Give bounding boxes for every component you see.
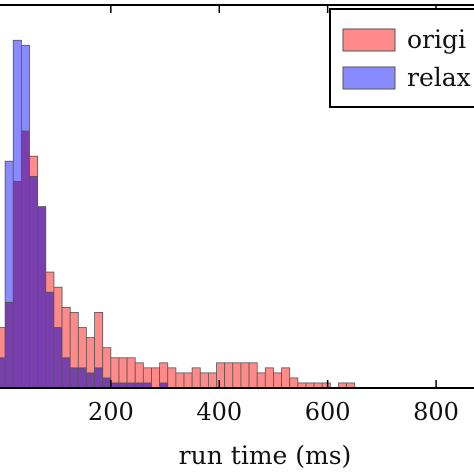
bar-original <box>0 327 6 359</box>
legend-box <box>329 8 474 108</box>
legend-label-original: origi <box>407 25 466 54</box>
bar-overlap <box>29 175 39 389</box>
bar-original <box>281 367 291 389</box>
bar-original <box>159 362 169 384</box>
bar-relaxed <box>4 160 14 303</box>
bar-overlap <box>77 367 87 389</box>
bar-original <box>29 155 39 177</box>
bar-original <box>216 362 226 389</box>
bar-original <box>264 367 274 389</box>
bar-overlap <box>86 372 95 389</box>
bar-original <box>77 327 87 369</box>
x-tick-label: 600 <box>305 398 351 426</box>
bar-original <box>273 372 282 389</box>
bar-original <box>191 367 201 389</box>
bar-original <box>232 362 242 389</box>
legend-swatch-relaxed <box>342 66 396 90</box>
bar-overlap <box>69 367 79 389</box>
bar-relaxed <box>12 39 22 182</box>
bar-overlap <box>20 130 30 389</box>
bar-original <box>45 271 55 293</box>
bar-original <box>126 357 136 384</box>
x-ticks: 200 400 600 800 <box>88 5 459 426</box>
bar-original <box>256 372 266 389</box>
bar-original <box>151 367 161 389</box>
bar-original <box>175 372 185 389</box>
bar-original <box>94 312 104 369</box>
bar-original <box>142 367 152 384</box>
bar-relaxed <box>20 44 30 132</box>
x-tick-label: 200 <box>88 398 134 426</box>
legend-label-relaxed: relax <box>407 63 471 92</box>
bar-original <box>69 312 79 369</box>
bar-overlap <box>12 180 22 389</box>
x-axis-title: run time (ms) <box>179 441 352 470</box>
bar-original <box>86 337 95 374</box>
bar-original <box>207 372 217 389</box>
bar-original <box>240 362 250 389</box>
bar-original <box>167 367 177 389</box>
axes-layer <box>0 4 474 389</box>
bar-original <box>110 357 120 384</box>
bar-overlap <box>53 327 63 389</box>
bar-overlap <box>0 357 6 389</box>
bar-original <box>183 372 193 389</box>
bar-overlap <box>4 301 14 389</box>
bar-original <box>289 377 299 389</box>
bar-overlap <box>102 377 112 389</box>
bar-overlap <box>37 206 47 389</box>
bar-original <box>199 372 209 389</box>
bar-original <box>61 306 71 359</box>
bar-original <box>248 362 258 389</box>
bar-overlap <box>94 367 104 389</box>
bar-original <box>224 362 234 389</box>
bars-layer <box>0 39 356 389</box>
bar-original <box>134 362 144 384</box>
x-tick-label: 800 <box>413 398 459 426</box>
bar-original <box>102 347 112 379</box>
bar-original <box>118 357 128 384</box>
x-tick-label: 400 <box>196 398 242 426</box>
bar-overlap <box>45 291 55 389</box>
bar-original <box>53 286 63 328</box>
legend-swatch-original <box>342 28 396 52</box>
legend: origi relax <box>329 8 474 108</box>
bar-overlap <box>61 357 71 389</box>
